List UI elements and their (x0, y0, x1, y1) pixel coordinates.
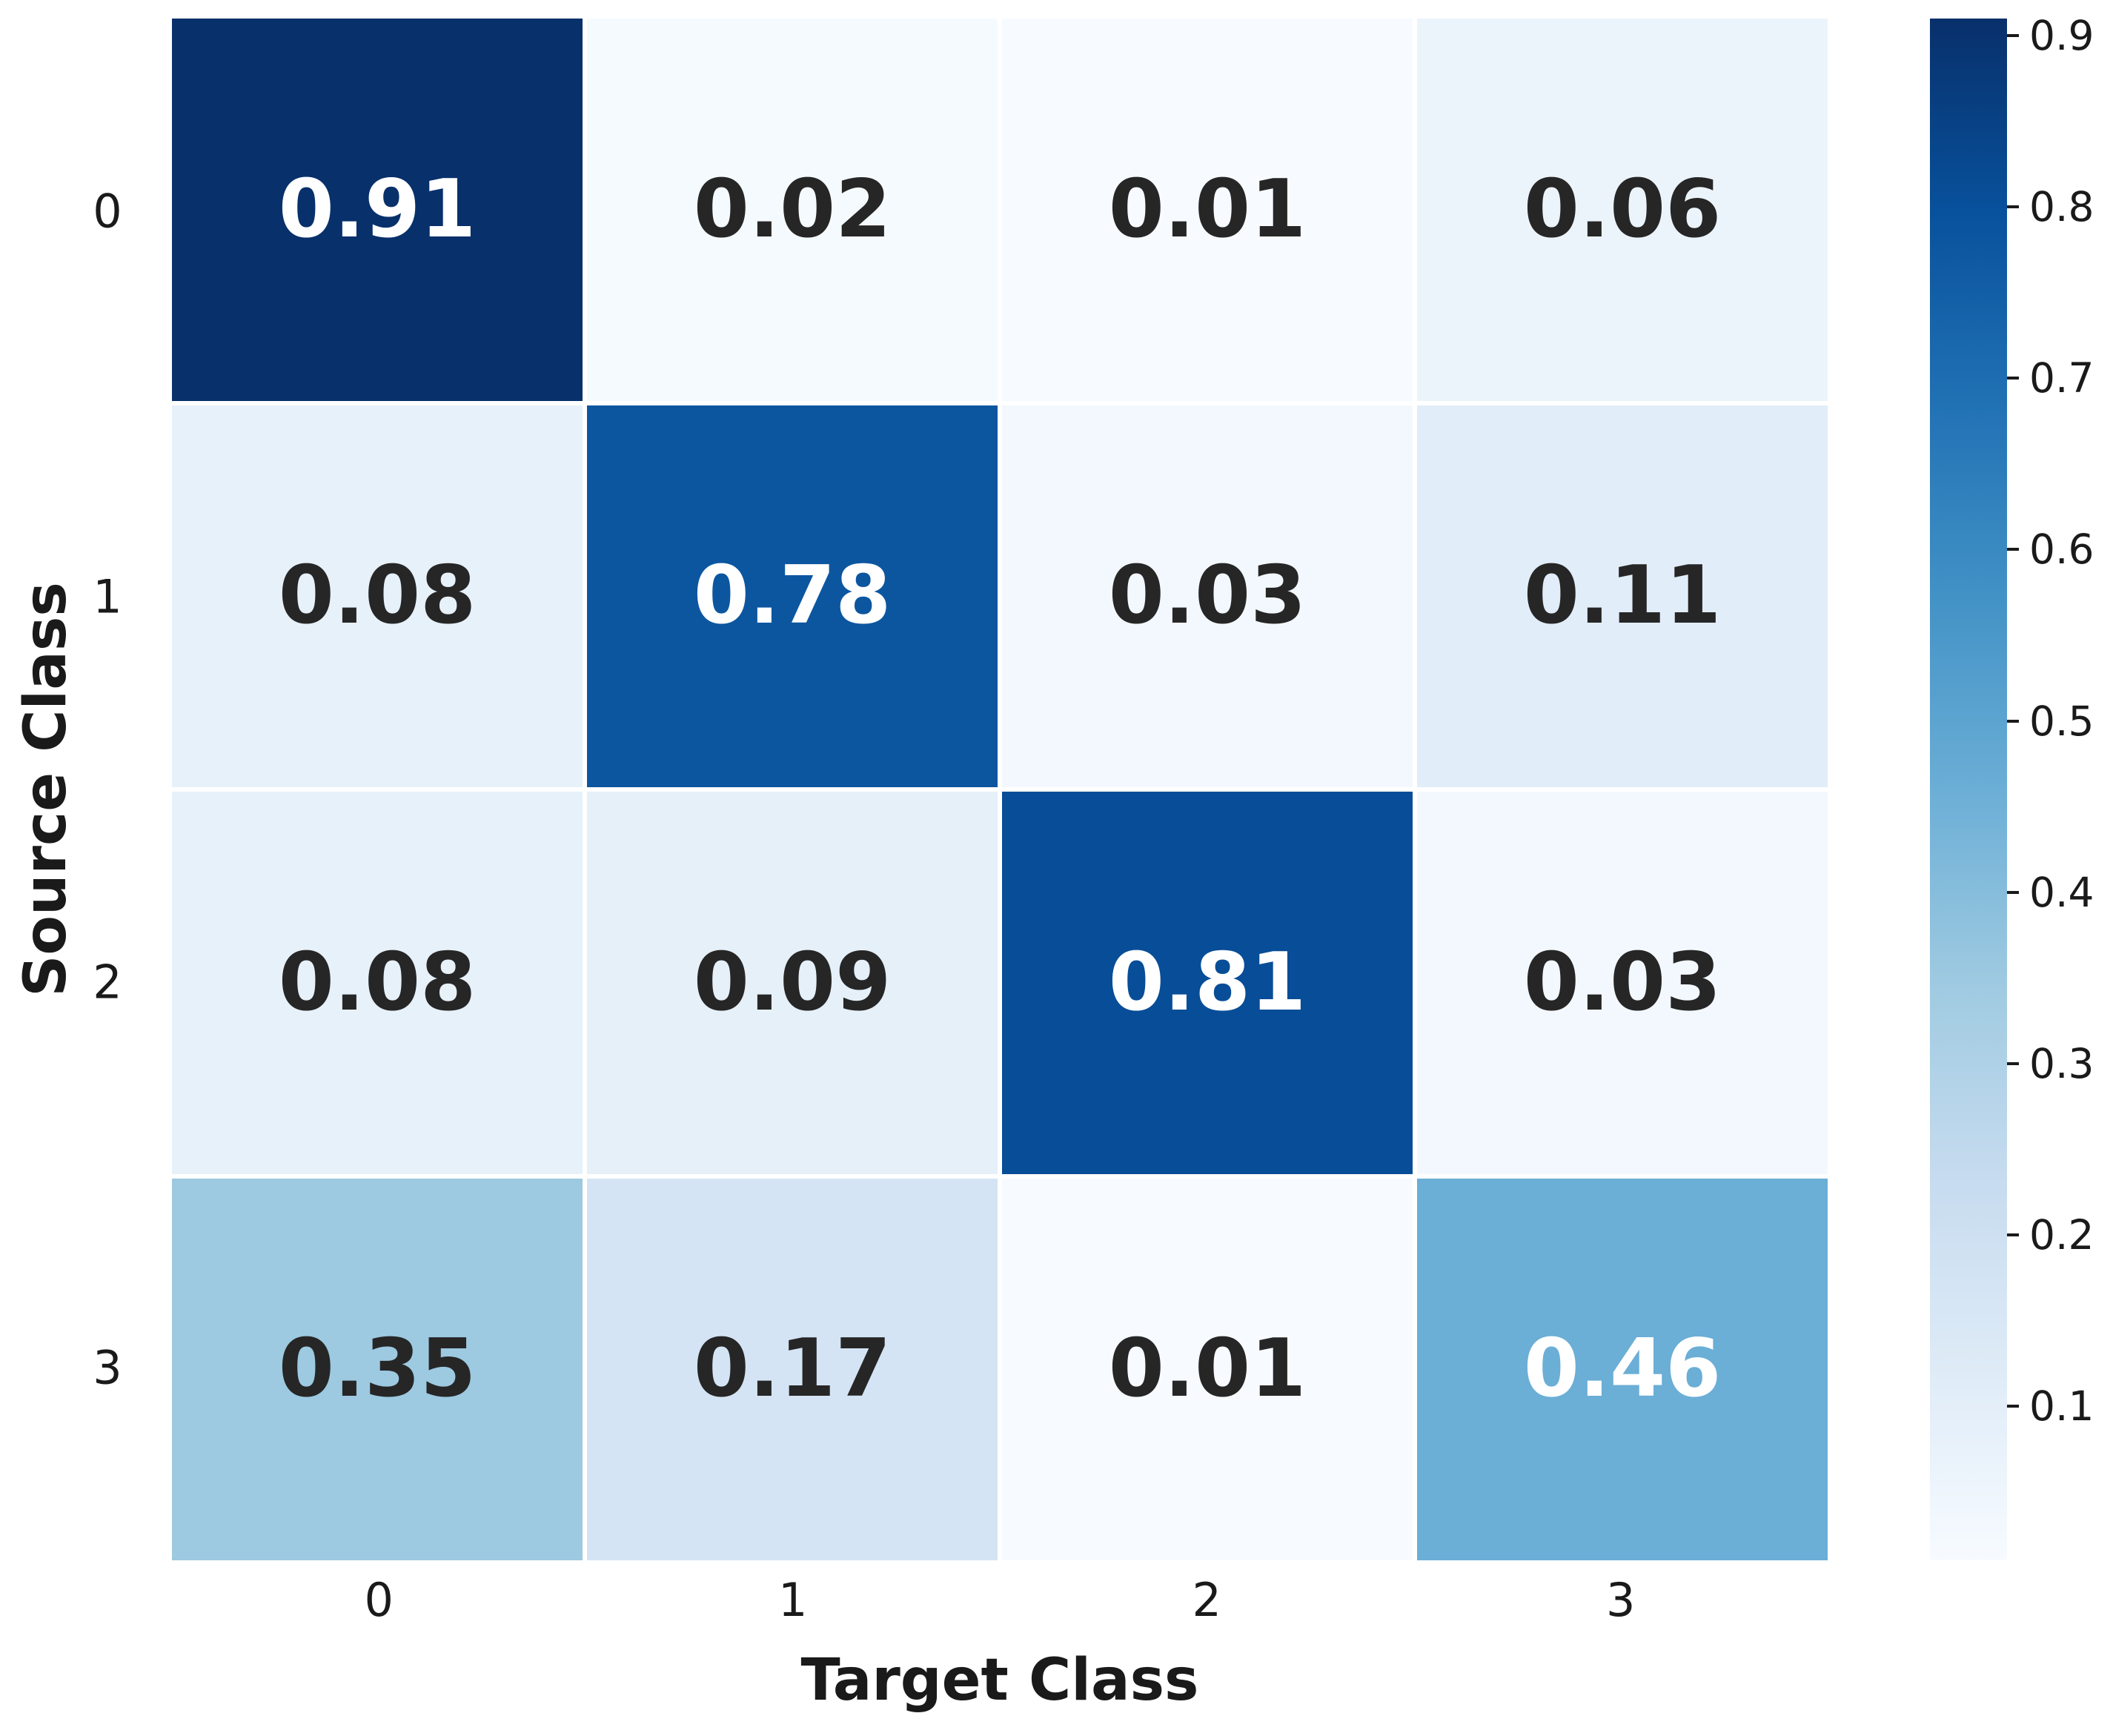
heatmap-cell: 0.91 (172, 19, 583, 401)
colorbar-tick-label: 0.9 (2029, 12, 2094, 60)
heatmap-cell: 0.03 (1417, 792, 1828, 1174)
heatmap-cell: 0.46 (1417, 1178, 1828, 1560)
y-tick-label: 2 (93, 955, 122, 1010)
heatmap-grid: 0.91 0.02 0.01 0.06 0.08 0.78 0.03 0.11 0.08 0.09… (172, 19, 1828, 1560)
heatmap-cell: 0.01 (1002, 1178, 1413, 1560)
heatmap-cell: 0.35 (172, 1178, 583, 1560)
colorbar-tick-mark (2007, 1405, 2019, 1408)
colorbar-tick-mark (2007, 34, 2019, 38)
heatmap-cell: 0.03 (1002, 405, 1413, 787)
colorbar-tick-label: 0.4 (2029, 868, 2094, 916)
colorbar-tick-label: 0.7 (2029, 354, 2094, 402)
colorbar-tick-mark (2007, 377, 2019, 380)
x-tick-label: 2 (1192, 1573, 1221, 1627)
heatmap-cell: 0.09 (587, 792, 998, 1174)
x-axis-label: Target Class (800, 1647, 1199, 1714)
colorbar-tick-mark (2007, 890, 2019, 894)
colorbar-tick-mark (2007, 548, 2019, 551)
y-axis-label: Source Class (13, 582, 79, 997)
heatmap-cell: 0.02 (587, 19, 998, 401)
heatmap-cell: 0.81 (1002, 792, 1413, 1174)
x-tick-label: 3 (1606, 1573, 1636, 1627)
colorbar-tick-mark (2007, 1061, 2019, 1065)
heatmap-cell: 0.11 (1417, 405, 1828, 787)
y-tick-label: 3 (93, 1340, 122, 1395)
colorbar-tick-label: 0.3 (2029, 1039, 2094, 1087)
colorbar-tick-label: 0.1 (2029, 1382, 2094, 1430)
colorbar-tick-mark (2007, 719, 2019, 723)
y-tick-label: 0 (93, 184, 122, 239)
colorbar: 0.1 0.2 0.3 0.4 0.5 0.6 0.7 0.8 0.9 (1930, 12, 2094, 1560)
colorbar-tick-label: 0.6 (2029, 526, 2094, 574)
heatmap-cell: 0.08 (172, 405, 583, 787)
colorbar-tick-label: 0.8 (2029, 183, 2094, 231)
y-tick-label: 1 (93, 569, 122, 624)
heatmap-cell: 0.17 (587, 1178, 998, 1560)
colorbar-tick-label: 0.2 (2029, 1210, 2094, 1259)
heatmap-cell: 0.78 (587, 405, 998, 787)
colorbar-tick-mark (2007, 1233, 2019, 1236)
x-axis-ticks: 0 1 2 3 (172, 1573, 1828, 1632)
colorbar-gradient (1930, 19, 2007, 1560)
colorbar-tick-mark (2007, 205, 2019, 209)
x-tick-label: 0 (364, 1573, 394, 1627)
heatmap-cell: 0.01 (1002, 19, 1413, 401)
colorbar-tick-label: 0.5 (2029, 697, 2094, 745)
y-axis-ticks: 0 1 2 3 (78, 19, 137, 1560)
heatmap-cell: 0.06 (1417, 19, 1828, 401)
heatmap-cell: 0.08 (172, 792, 583, 1174)
x-tick-label: 1 (778, 1573, 808, 1627)
